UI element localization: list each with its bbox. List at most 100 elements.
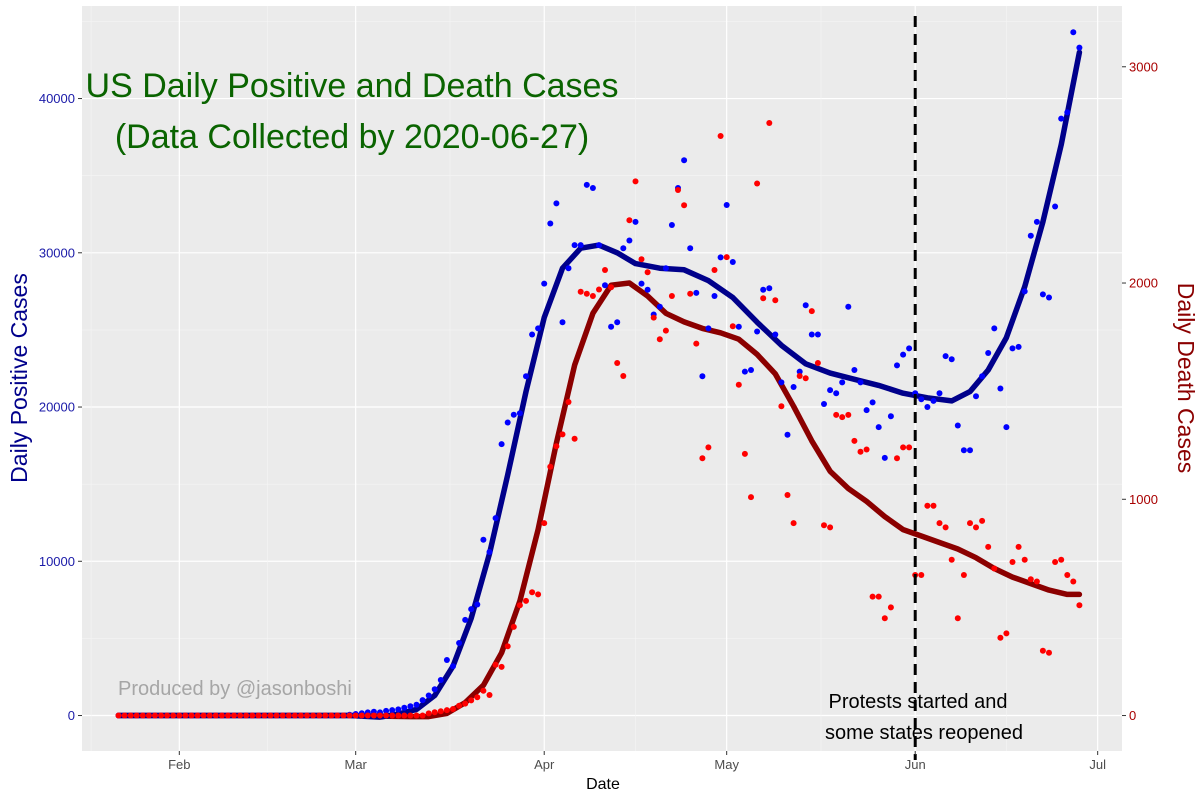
- point-positive: [480, 536, 487, 543]
- tick-label-left: 0: [68, 708, 75, 723]
- point-death: [133, 712, 140, 719]
- plot-panel: [82, 6, 1122, 751]
- smooth-line-deaths: [115, 280, 1083, 720]
- point-positive: [407, 703, 414, 710]
- point-death: [182, 712, 189, 719]
- point-positive: [589, 185, 596, 191]
- point-death: [1015, 543, 1022, 550]
- point-positive: [1064, 109, 1071, 116]
- point-death: [754, 180, 761, 187]
- point-positive: [608, 323, 615, 330]
- point-positive: [523, 373, 529, 380]
- point-death: [766, 120, 773, 126]
- point-positive: [760, 286, 767, 293]
- point-death: [1039, 647, 1046, 654]
- point-death: [212, 712, 219, 719]
- point-positive: [565, 265, 572, 272]
- point-positive: [626, 237, 633, 244]
- point-positive: [1021, 288, 1028, 295]
- x-axis-label: Date: [586, 776, 620, 793]
- point-positive: [790, 384, 797, 390]
- point-positive: [1003, 424, 1010, 431]
- point-positive: [419, 697, 426, 704]
- point-death: [486, 692, 493, 698]
- point-death: [237, 712, 244, 719]
- point-death: [796, 373, 803, 379]
- point-positive: [699, 373, 706, 380]
- point-positive: [784, 431, 791, 438]
- point-positive: [723, 202, 730, 208]
- point-positive: [863, 407, 870, 414]
- point-positive: [547, 220, 554, 227]
- point-death: [602, 267, 608, 273]
- point-positive: [583, 181, 590, 188]
- point-death: [194, 712, 201, 719]
- point-death: [1027, 576, 1034, 583]
- chart-title-line-1: US Daily Positive and Death Cases: [86, 67, 619, 105]
- point-positive: [474, 601, 481, 608]
- point-death: [565, 399, 572, 405]
- point-death: [808, 308, 815, 315]
- point-death: [869, 593, 876, 600]
- point-positive: [954, 422, 961, 429]
- point-positive: [401, 704, 408, 711]
- point-positive: [577, 242, 584, 249]
- point-death: [930, 502, 937, 509]
- point-positive: [802, 302, 809, 309]
- point-death: [991, 565, 998, 572]
- point-death: [328, 712, 335, 719]
- point-positive: [1070, 29, 1077, 36]
- annotation-line-1: Protests started and: [829, 691, 1008, 713]
- point-positive: [948, 356, 955, 363]
- point-positive: [614, 319, 621, 326]
- point-death: [115, 712, 122, 719]
- point-death: [894, 455, 900, 462]
- point-death: [778, 403, 785, 410]
- point-death: [705, 444, 712, 451]
- point-death: [206, 712, 213, 719]
- point-positive: [808, 331, 815, 338]
- point-death: [456, 702, 463, 709]
- tick-label-right: 2000: [1129, 276, 1158, 291]
- point-death: [535, 591, 542, 598]
- point-death: [401, 712, 408, 719]
- smooth-line-positive: [115, 49, 1083, 720]
- point-positive: [425, 692, 432, 699]
- point-positive: [875, 424, 882, 431]
- right-axis-ticks: 0 1000 2000 3000: [1122, 59, 1158, 723]
- point-positive: [991, 325, 998, 332]
- point-death: [668, 293, 675, 299]
- point-positive: [450, 663, 456, 670]
- smooth-lines: [115, 49, 1083, 720]
- point-death: [881, 615, 888, 622]
- point-positive: [936, 390, 943, 397]
- point-death: [596, 286, 602, 293]
- annotation-line-2: some states reopened: [825, 722, 1023, 744]
- point-positive: [443, 657, 450, 663]
- point-death: [687, 290, 694, 297]
- point-positive: [735, 323, 742, 330]
- point-positive: [431, 686, 438, 693]
- point-death: [352, 712, 359, 719]
- point-positive: [772, 331, 779, 338]
- point-positive: [1027, 232, 1034, 239]
- tick-label-left: 30000: [39, 245, 75, 260]
- point-death: [358, 712, 365, 719]
- point-positive: [644, 286, 651, 293]
- point-positive: [754, 328, 761, 335]
- point-death: [261, 712, 268, 719]
- point-positive: [851, 367, 858, 373]
- point-death: [480, 687, 487, 694]
- point-positive: [845, 303, 852, 310]
- point-death: [346, 712, 353, 719]
- point-death: [936, 520, 943, 527]
- tick-label-left: 20000: [39, 400, 75, 415]
- point-death: [614, 360, 621, 366]
- point-death: [291, 712, 298, 719]
- point-death: [887, 604, 894, 611]
- point-death: [419, 712, 426, 719]
- point-death: [468, 697, 475, 704]
- point-positive: [796, 368, 803, 375]
- point-death: [1009, 559, 1016, 565]
- point-positive: [900, 351, 907, 358]
